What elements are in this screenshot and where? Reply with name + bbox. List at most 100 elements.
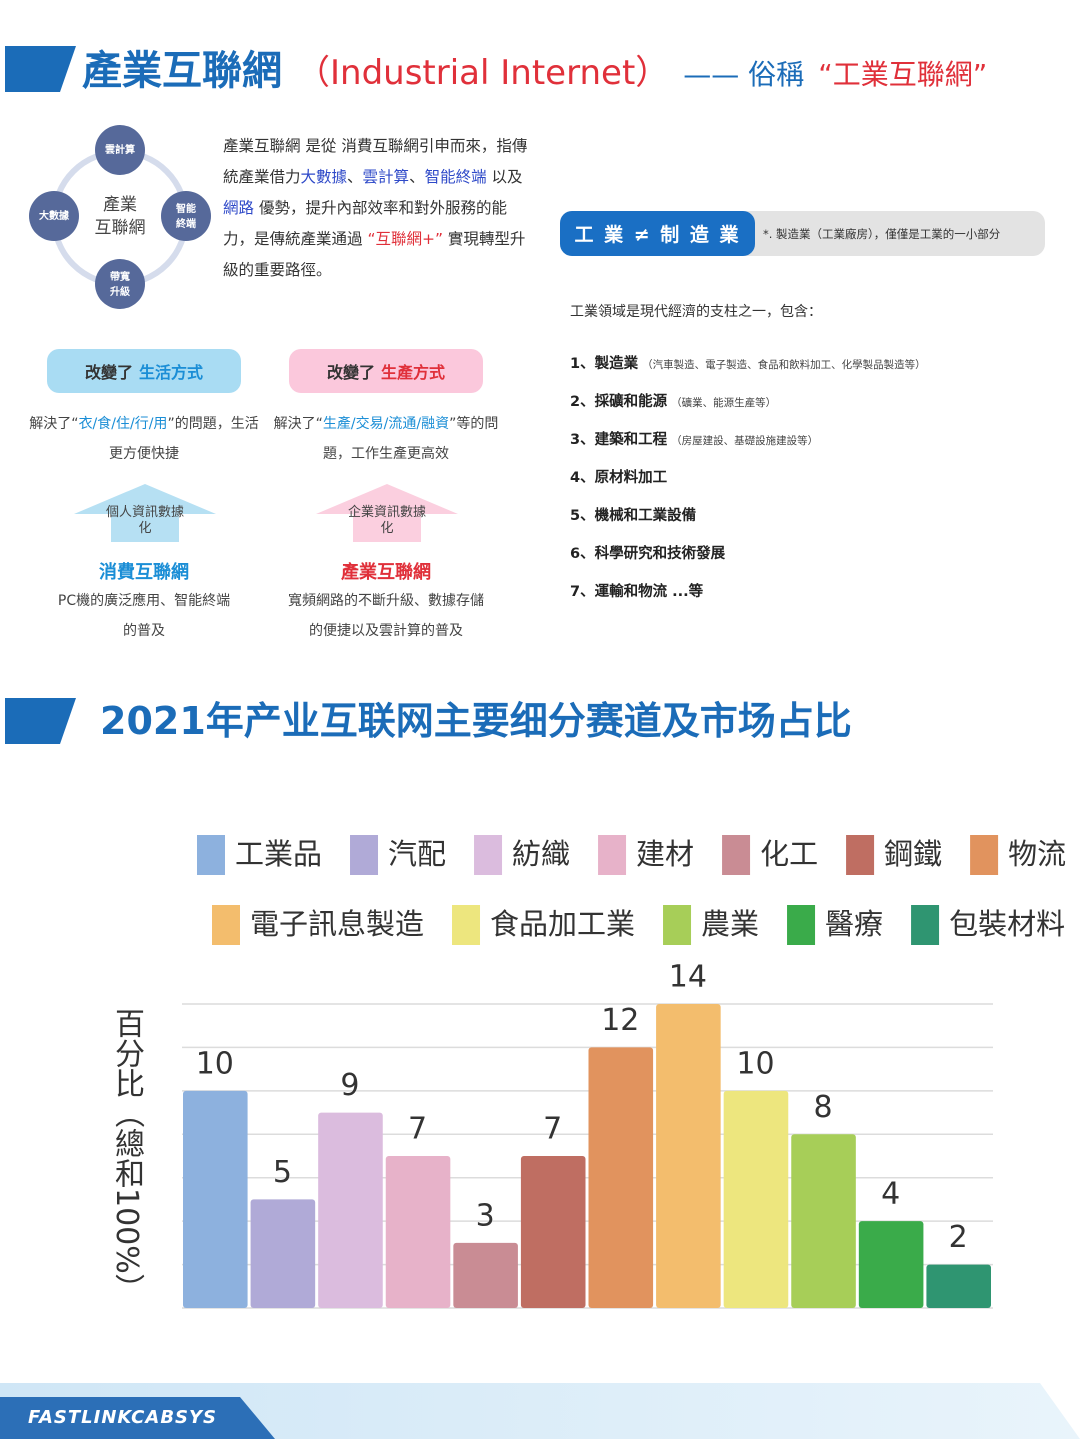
value-label: 4	[881, 1177, 900, 1212]
legend-swatch	[722, 835, 751, 875]
legend-label: 鋼鐵	[884, 837, 942, 871]
legend-swatch	[474, 835, 503, 875]
intro-text: 以及	[486, 168, 523, 186]
diagram-node: 帶寬	[110, 270, 130, 283]
legend-swatch	[663, 905, 692, 945]
value-label: 5	[273, 1155, 292, 1190]
bar	[791, 1134, 856, 1308]
item-name: 科學研究和技術發展	[594, 546, 726, 562]
item-name: 建築和工程	[594, 432, 668, 448]
item-name: 採礦和能源	[594, 394, 668, 410]
badge-label: 工 業 ≠ 制 造 業	[560, 211, 755, 256]
pill: 改變了 生活方式	[47, 349, 241, 393]
legend-label: 電子訊息製造	[250, 907, 424, 941]
pill-text: 改變了	[84, 363, 133, 382]
footer-band	[0, 1383, 1080, 1439]
intro-highlight: “互聯網+”	[367, 230, 443, 248]
value-label: 7	[543, 1112, 562, 1147]
bar	[453, 1242, 518, 1308]
value-label: 2	[949, 1220, 968, 1255]
diagram: 產業 互聯網 雲計算 智能 終端 帶寬 升級 大數據	[29, 125, 211, 309]
diagram-node: 雲計算	[105, 143, 135, 156]
card-desc: 解決了“衣/食/住/行/用”的問題，生活更方便快捷	[29, 409, 259, 469]
legend-label: 醫療	[825, 907, 883, 941]
bar	[250, 1199, 316, 1308]
header-dash: —— 俗稱	[683, 58, 805, 91]
header-marker	[5, 698, 76, 744]
arrow-text: 個人資訊數據化	[105, 505, 184, 536]
pill-text: 生活方式	[139, 363, 204, 382]
value-label: 10	[196, 1046, 234, 1081]
legend-swatch	[787, 905, 816, 945]
card-desc: 解決了“生產/交易/流通/融資”等的問題，工作生產更高效	[271, 409, 501, 469]
item-name: 製造業	[594, 356, 639, 372]
bar	[520, 1156, 586, 1308]
bar	[588, 1047, 654, 1308]
intro-highlight: 大數據	[300, 168, 348, 186]
value-label: 12	[601, 1003, 639, 1038]
item-name: 機械和工業設備	[594, 508, 697, 524]
diagram-center: 產業	[103, 195, 137, 215]
item-num: 2、	[570, 394, 595, 410]
badge: 工 業 ≠ 制 造 業 *. 製造業（工業廠房），僅僅是工業的一小部分	[560, 211, 1045, 256]
intro-highlight: 雲計算	[362, 168, 410, 186]
industry-intro: 工業領域是現代經濟的支柱之一，包含：	[570, 304, 822, 320]
item-detail: （房屋建設、基礎設施建設等）	[671, 435, 819, 447]
legend-label: 工業品	[235, 837, 322, 871]
legend-swatch	[911, 905, 940, 945]
value-label: 14	[669, 960, 707, 995]
item-num: 4、	[570, 470, 595, 486]
legend-label: 農業	[701, 907, 759, 941]
item-num: 7、	[570, 584, 595, 600]
intro-text: 產業互聯網 是從 消費互聯網引申而來，指傳統產業借力	[223, 137, 528, 186]
legend-swatch	[970, 835, 999, 875]
intro-highlight: 網路	[223, 199, 255, 217]
pill-text: 生產方式	[381, 363, 446, 382]
value-label: 9	[340, 1068, 359, 1103]
legend-label: 紡織	[512, 837, 570, 871]
header-marker	[5, 46, 76, 92]
item-detail: （汽車製造、電子製造、食品和飲料加工、化學製品製造等）	[642, 359, 926, 371]
value-label: 10	[736, 1046, 774, 1081]
card-desc-text: 解決了“	[29, 416, 79, 432]
item-num: 3、	[570, 432, 595, 448]
bar	[926, 1264, 991, 1308]
legend-swatch	[598, 835, 627, 875]
item-name: 原材料加工	[594, 470, 668, 486]
diagram-node: 升級	[110, 285, 130, 298]
card-title: 產業互聯網	[341, 562, 431, 583]
card-desc-text: 解決了“	[273, 416, 323, 432]
list-item: 4、 原材料加工	[570, 466, 667, 487]
diagram-node: 大數據	[39, 209, 70, 222]
card-desc-text: ”等的問題，工作生產更高效	[323, 416, 499, 462]
pill: 改變了 生產方式	[289, 349, 483, 393]
list-item: 1、 製造業 （汽車製造、電子製造、食品和飲料加工、化學製品製造等）	[570, 352, 926, 373]
diagram-center: 互聯網	[95, 218, 146, 238]
legend-label: 建材	[636, 837, 694, 871]
item-detail: （礦業、能源生產等）	[671, 397, 777, 409]
legend-swatch	[846, 835, 875, 875]
bar	[318, 1112, 383, 1308]
card-desc-text: ”的問題，生活更方便快捷	[109, 416, 259, 462]
intro-text: 、	[347, 168, 363, 186]
value-label: 3	[476, 1198, 495, 1233]
y-axis-label: 百分比（總和100%）	[109, 1008, 144, 1304]
section-title: 2021年产业互联网主要细分赛道及市场占比	[100, 699, 852, 743]
bar	[183, 1090, 248, 1308]
legend-swatch	[452, 905, 481, 945]
item-num: 1、	[570, 356, 595, 372]
legend-label: 化工	[760, 837, 818, 871]
intro-text: 實現轉型升級的重要路徑。	[223, 230, 526, 279]
card-note: PC機的廣泛應用、智能終端的普及	[57, 593, 231, 639]
arrow-text: 企業資訊數據化	[347, 505, 426, 536]
diagram-node: 終端	[176, 217, 196, 230]
item-num: 5、	[570, 508, 595, 524]
legend-label: 物流	[1008, 837, 1066, 871]
card-title: 消費互聯網	[99, 562, 189, 583]
bar	[656, 1004, 721, 1308]
header-alias: “工業互聯網”	[818, 58, 988, 91]
header: 產業互聯網 （Industrial Internet） —— 俗稱 “工業互聯網…	[82, 38, 987, 96]
bar	[385, 1156, 451, 1308]
legend-label: 包裝材料	[949, 907, 1065, 941]
